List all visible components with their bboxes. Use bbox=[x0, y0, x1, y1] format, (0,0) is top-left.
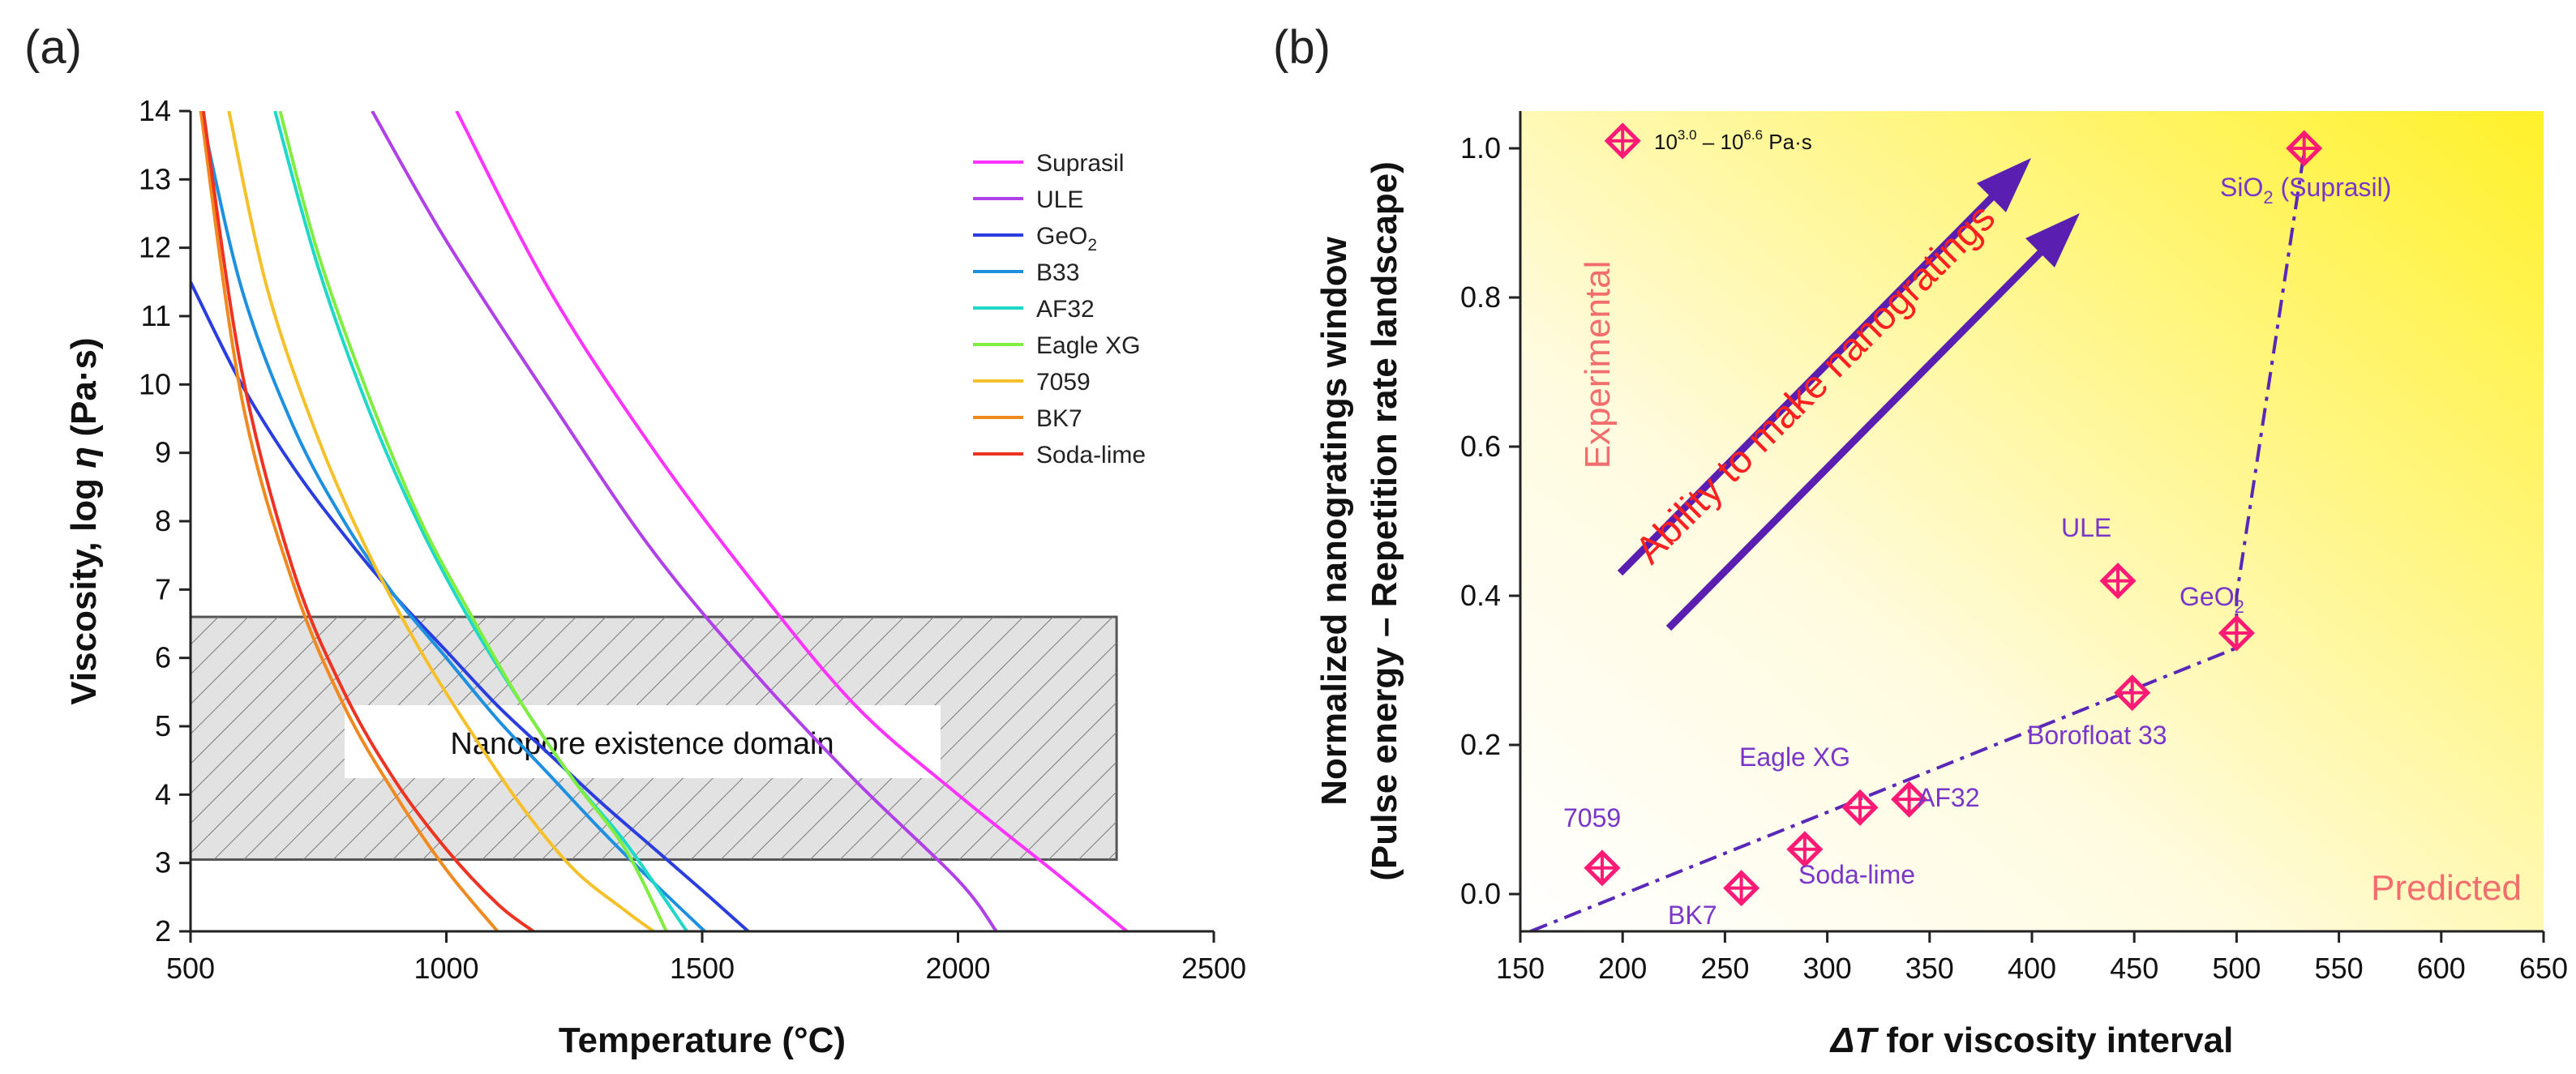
data-point-af32 bbox=[1891, 781, 1928, 818]
legend-label: Eagle XG bbox=[1036, 332, 1140, 359]
y-tick-label: 3 bbox=[155, 846, 171, 879]
legend-marker bbox=[1604, 122, 1641, 160]
y-tick-label: 8 bbox=[155, 504, 171, 537]
series-line-af32 bbox=[273, 111, 688, 931]
x-tick-label: 300 bbox=[1803, 952, 1852, 985]
arrow-head-upper bbox=[1977, 158, 2031, 212]
x-tick-label: 2500 bbox=[1181, 952, 1246, 985]
corner-predicted: Predicted bbox=[2371, 868, 2522, 908]
panel-a-x-label: Temperature (°C) bbox=[559, 1021, 846, 1060]
legend-label: 7059 bbox=[1036, 369, 1091, 396]
x-tick-label: 500 bbox=[2212, 952, 2261, 985]
x-tick-label: 650 bbox=[2519, 952, 2568, 985]
arrow-shaft-lower bbox=[1665, 246, 2047, 631]
series-line-geo2 bbox=[191, 280, 750, 931]
x-tick-label: 350 bbox=[1905, 952, 1954, 985]
legend-label: ULE bbox=[1036, 186, 1083, 213]
data-point-bk7 bbox=[1723, 870, 1760, 907]
y-tick-label: 5 bbox=[155, 709, 171, 742]
series-line-bk7 bbox=[199, 111, 499, 931]
x-tick-label: 450 bbox=[2110, 952, 2158, 985]
y-tick-label: 14 bbox=[139, 94, 171, 127]
panel-a-legend: Suprasil ULE GeO2 B33 AF32 Eagle XG 7059 BK7 Sod… bbox=[973, 150, 1146, 469]
series-line-7059 bbox=[227, 111, 655, 931]
data-point-soda-lime bbox=[1786, 831, 1824, 868]
y-tick-label: 0.6 bbox=[1460, 430, 1501, 463]
point-label-soda-lime: Soda-lime bbox=[1798, 860, 1915, 889]
point-label-borofloat: Borofloat 33 bbox=[2027, 721, 2167, 750]
point-labels: 7059 BK7 Soda-lime Eagle XG AF32 ULE Bor… bbox=[1563, 173, 2391, 930]
y-tick-label: 1.0 bbox=[1460, 131, 1501, 165]
legend-marker-diamond bbox=[1604, 122, 1641, 160]
legend-label: BK7 bbox=[1036, 405, 1082, 432]
point-label-bk7: BK7 bbox=[1668, 901, 1717, 930]
legend-label: Suprasil bbox=[1036, 150, 1124, 177]
x-tick-label: 400 bbox=[2008, 952, 2056, 985]
panel-b-scatter-chart: Experimental Predicted Ability to make n… bbox=[1314, 111, 2568, 1060]
y-tick-label: 0.8 bbox=[1460, 280, 1501, 314]
y-tick-label: 0.2 bbox=[1460, 728, 1501, 761]
y-tick-label: 12 bbox=[139, 231, 171, 264]
x-tick-label: 200 bbox=[1598, 952, 1647, 985]
legend-label: AF32 bbox=[1036, 296, 1095, 323]
trend-line bbox=[1529, 152, 2306, 931]
point-label-af32: AF32 bbox=[1918, 783, 1979, 812]
x-tick-label: 1000 bbox=[414, 952, 478, 985]
x-tick-label: 550 bbox=[2315, 952, 2364, 985]
panel-a-viscosity-chart: Nanopore existence domain 500 1000 1500 200… bbox=[64, 94, 1246, 1060]
x-tick-label: 250 bbox=[1700, 952, 1749, 985]
series-line-b33 bbox=[199, 111, 706, 931]
data-point-sio2-suprasil- bbox=[2286, 130, 2323, 167]
series-line-ule bbox=[371, 111, 998, 931]
arrow-shaft-upper bbox=[1617, 191, 1998, 576]
data-point-eagle-xg bbox=[1841, 789, 1879, 826]
x-tick-label: 2000 bbox=[925, 952, 990, 985]
legend-label: GeO2 bbox=[1036, 223, 1097, 255]
panel-label-b: (b) bbox=[1273, 21, 1331, 74]
series-line-soda-lime bbox=[201, 111, 534, 931]
point-label-7059: 7059 bbox=[1563, 803, 1621, 832]
nanopore-domain-label: Nanopore existence domain bbox=[450, 727, 834, 761]
panel-b-legend: 103.0 – 106.6 Pa·s bbox=[1604, 122, 1812, 160]
panel-label-a: (a) bbox=[24, 21, 82, 74]
y-tick-label: 6 bbox=[155, 641, 171, 674]
panel-b-plot-background bbox=[1520, 111, 2544, 931]
y-tick-label: 13 bbox=[139, 162, 171, 195]
legend-text: 103.0 – 106.6 Pa·s bbox=[1654, 127, 1812, 154]
y-tick-label: 0.0 bbox=[1460, 877, 1501, 910]
arrow-head-lower bbox=[2025, 213, 2080, 267]
corner-experimental: Experimental bbox=[1578, 261, 1618, 469]
x-tick-label: 500 bbox=[166, 952, 215, 985]
data-point-geo2 bbox=[2218, 614, 2255, 652]
x-tick-label: 1500 bbox=[670, 952, 735, 985]
y-tick-label: 9 bbox=[155, 436, 171, 469]
point-label-geo2: GeO2 bbox=[2180, 582, 2244, 617]
y-tick-label: 0.4 bbox=[1460, 579, 1501, 612]
point-label-eagle-xg: Eagle XG bbox=[1739, 742, 1850, 772]
y-tick-label: 10 bbox=[139, 367, 171, 400]
y-tick-label: 11 bbox=[141, 299, 171, 332]
x-tick-label: 150 bbox=[1496, 952, 1545, 985]
point-label-sio2: SiO2 (Suprasil) bbox=[2220, 173, 2391, 208]
legend-label: B33 bbox=[1036, 259, 1079, 286]
series-line-eagle-xg bbox=[278, 111, 668, 931]
panel-b-x-label: ΔT for viscosity interval bbox=[1829, 1021, 2234, 1060]
point-label-ule: ULE bbox=[2061, 513, 2111, 542]
y-tick-label: 4 bbox=[155, 777, 171, 811]
data-point-borofloat-33 bbox=[2114, 674, 2151, 712]
y-tick-label: 2 bbox=[155, 914, 171, 948]
panel-a-y-label: Viscosity, log η (Pa·s) bbox=[64, 337, 104, 704]
x-tick-label: 600 bbox=[2417, 952, 2466, 985]
data-point-7059 bbox=[1584, 849, 1621, 887]
legend-label: Soda-lime bbox=[1036, 442, 1146, 469]
panel-b-y-label-line2: (Pulse energy – Repetition rate landscap… bbox=[1365, 161, 1404, 881]
series-line-suprasil bbox=[455, 111, 1129, 931]
panel-b-y-label-line1: Normalized nanogratings window bbox=[1314, 236, 1354, 805]
y-tick-label: 7 bbox=[155, 572, 171, 605]
data-point-ule bbox=[2099, 563, 2137, 600]
